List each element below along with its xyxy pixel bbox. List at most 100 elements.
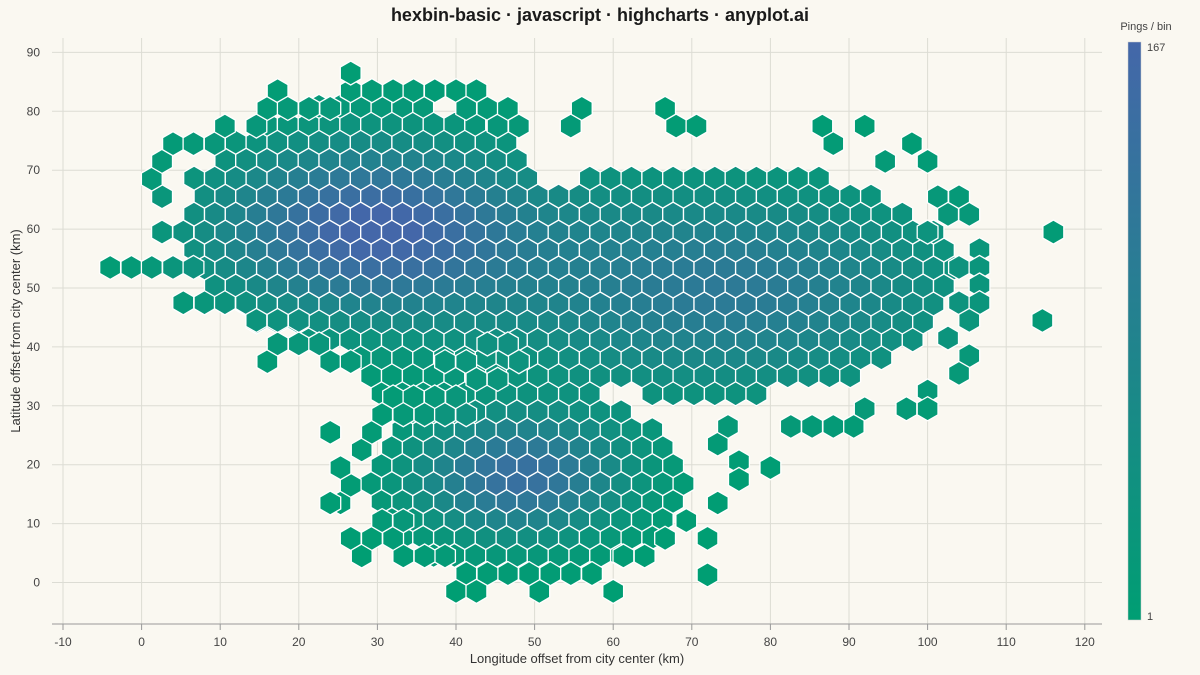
hexbin-cell bbox=[675, 507, 698, 534]
hexbin-cell bbox=[839, 183, 862, 209]
hexbin-cell bbox=[276, 95, 299, 122]
hexbin-cell bbox=[947, 360, 971, 387]
x-tick-label: 100 bbox=[918, 635, 938, 649]
hexbin-cell bbox=[329, 454, 352, 481]
hexbin-cell bbox=[654, 525, 677, 552]
hexbin-cell bbox=[266, 331, 289, 357]
hexbin-cell bbox=[547, 183, 570, 209]
hexbin-cell bbox=[413, 543, 436, 569]
hexbin-cell bbox=[599, 165, 622, 191]
x-tick-label: 90 bbox=[842, 635, 856, 649]
hexbin-cell bbox=[339, 348, 362, 375]
hexbin-cell bbox=[662, 165, 685, 191]
hexbin-cell bbox=[507, 113, 530, 139]
hexbin-cell bbox=[947, 254, 971, 281]
y-tick-label: 90 bbox=[27, 45, 41, 59]
x-tick-label: 70 bbox=[685, 635, 699, 649]
hexbin-cell bbox=[936, 201, 960, 228]
hexbin-cell bbox=[360, 77, 383, 104]
hexbin-cell bbox=[620, 165, 643, 191]
hexbin-cell bbox=[402, 77, 425, 104]
hexbin-cell bbox=[779, 413, 802, 440]
x-tick-label: 40 bbox=[449, 635, 463, 649]
hexbin-cell bbox=[807, 165, 831, 191]
x-axis-ticks: -10 0 10 20 30 40 50 60 70 80 90 100 110 120 bbox=[54, 624, 1095, 649]
hexbin-cell bbox=[602, 578, 625, 605]
hexbin-cell bbox=[641, 416, 664, 443]
hexbin-cell bbox=[570, 95, 593, 122]
hexbin-cell bbox=[266, 307, 289, 334]
hexbin-cell bbox=[518, 560, 541, 587]
y-tick-label: 40 bbox=[27, 340, 41, 354]
hexbin-cell bbox=[193, 289, 216, 316]
x-tick-label: 60 bbox=[607, 635, 621, 649]
hexbin-cell bbox=[578, 165, 601, 191]
hexbin-cell bbox=[787, 165, 810, 191]
x-tick-label: 110 bbox=[997, 635, 1016, 649]
hexbin-cell bbox=[641, 165, 664, 191]
hexbin-cell bbox=[455, 95, 478, 122]
hexbin-cell bbox=[958, 201, 981, 228]
hexbin-cell bbox=[716, 413, 740, 440]
hexbin-cell bbox=[213, 113, 236, 139]
x-tick-label: 80 bbox=[764, 635, 778, 649]
x-tick-label: -10 bbox=[54, 635, 72, 649]
hexbin-cell bbox=[423, 77, 446, 104]
hexbin-cell bbox=[745, 165, 768, 191]
hexbin-cell bbox=[859, 183, 883, 209]
x-axis-label: Longitude offset from city center (km) bbox=[470, 651, 684, 666]
hexbin-cell bbox=[120, 254, 143, 281]
x-tick-label: 0 bbox=[138, 635, 145, 649]
hexbin-cell bbox=[633, 543, 656, 569]
hexbin-cell bbox=[413, 401, 436, 428]
hexbin-cell bbox=[486, 366, 509, 393]
hexbin-cell bbox=[1042, 219, 1065, 245]
hexbin-cell bbox=[161, 254, 185, 281]
hexbin-cell bbox=[842, 413, 865, 440]
x-tick-label: 10 bbox=[214, 635, 228, 649]
hexbin-cell bbox=[874, 148, 897, 175]
hexbin-cell bbox=[392, 507, 415, 534]
hexbin-cell bbox=[172, 219, 195, 245]
y-tick-label: 0 bbox=[33, 576, 40, 590]
hexbin-cell bbox=[496, 331, 519, 357]
hexbin-cell bbox=[161, 130, 185, 157]
hexbin-cell bbox=[371, 507, 394, 534]
hexbin-cell bbox=[297, 95, 321, 122]
color-legend-max-label: 167 bbox=[1147, 42, 1165, 54]
hexbin-plot-area bbox=[99, 60, 1065, 605]
hexbin-cell bbox=[183, 165, 206, 191]
hexbin-cell bbox=[724, 165, 747, 191]
hexbin-cell bbox=[245, 307, 268, 334]
y-tick-label: 30 bbox=[27, 399, 41, 413]
hexbin-cell bbox=[319, 95, 342, 122]
hexbin-cell bbox=[465, 366, 488, 393]
hexbin-cell bbox=[465, 578, 488, 605]
y-tick-label: 50 bbox=[27, 281, 41, 295]
color-legend-title: Pings / bin bbox=[1120, 21, 1171, 33]
hexbin-cell bbox=[900, 130, 923, 157]
hexbin-cell bbox=[703, 165, 726, 191]
hexbin-cell bbox=[916, 395, 939, 422]
hexbin-cell bbox=[99, 254, 122, 281]
hexbin-cell bbox=[392, 401, 415, 428]
hexbin-cell bbox=[559, 560, 582, 587]
hexbin-cell bbox=[958, 307, 981, 334]
hexbin-cell bbox=[339, 525, 362, 552]
color-legend-bar bbox=[1127, 41, 1142, 621]
hexbin-cell bbox=[800, 413, 824, 440]
x-tick-label: 30 bbox=[371, 635, 385, 649]
color-legend-min-label: 1 bbox=[1147, 611, 1153, 623]
hexbin-cell bbox=[727, 466, 751, 493]
y-tick-label: 20 bbox=[27, 458, 41, 472]
y-axis-ticks: 0 10 20 30 40 50 60 70 80 90 bbox=[27, 45, 41, 589]
hexbin-cell bbox=[853, 113, 876, 139]
hexbin-cell bbox=[696, 562, 719, 588]
hexbin-cell bbox=[444, 578, 468, 605]
x-tick-label: 50 bbox=[528, 635, 542, 649]
y-tick-label: 80 bbox=[27, 104, 41, 118]
hexbin-cell bbox=[759, 454, 782, 481]
hexbin-cell bbox=[182, 254, 205, 281]
hexbin-cell bbox=[696, 525, 719, 552]
color-legend: Pings / bin 167 1 bbox=[1120, 21, 1171, 623]
